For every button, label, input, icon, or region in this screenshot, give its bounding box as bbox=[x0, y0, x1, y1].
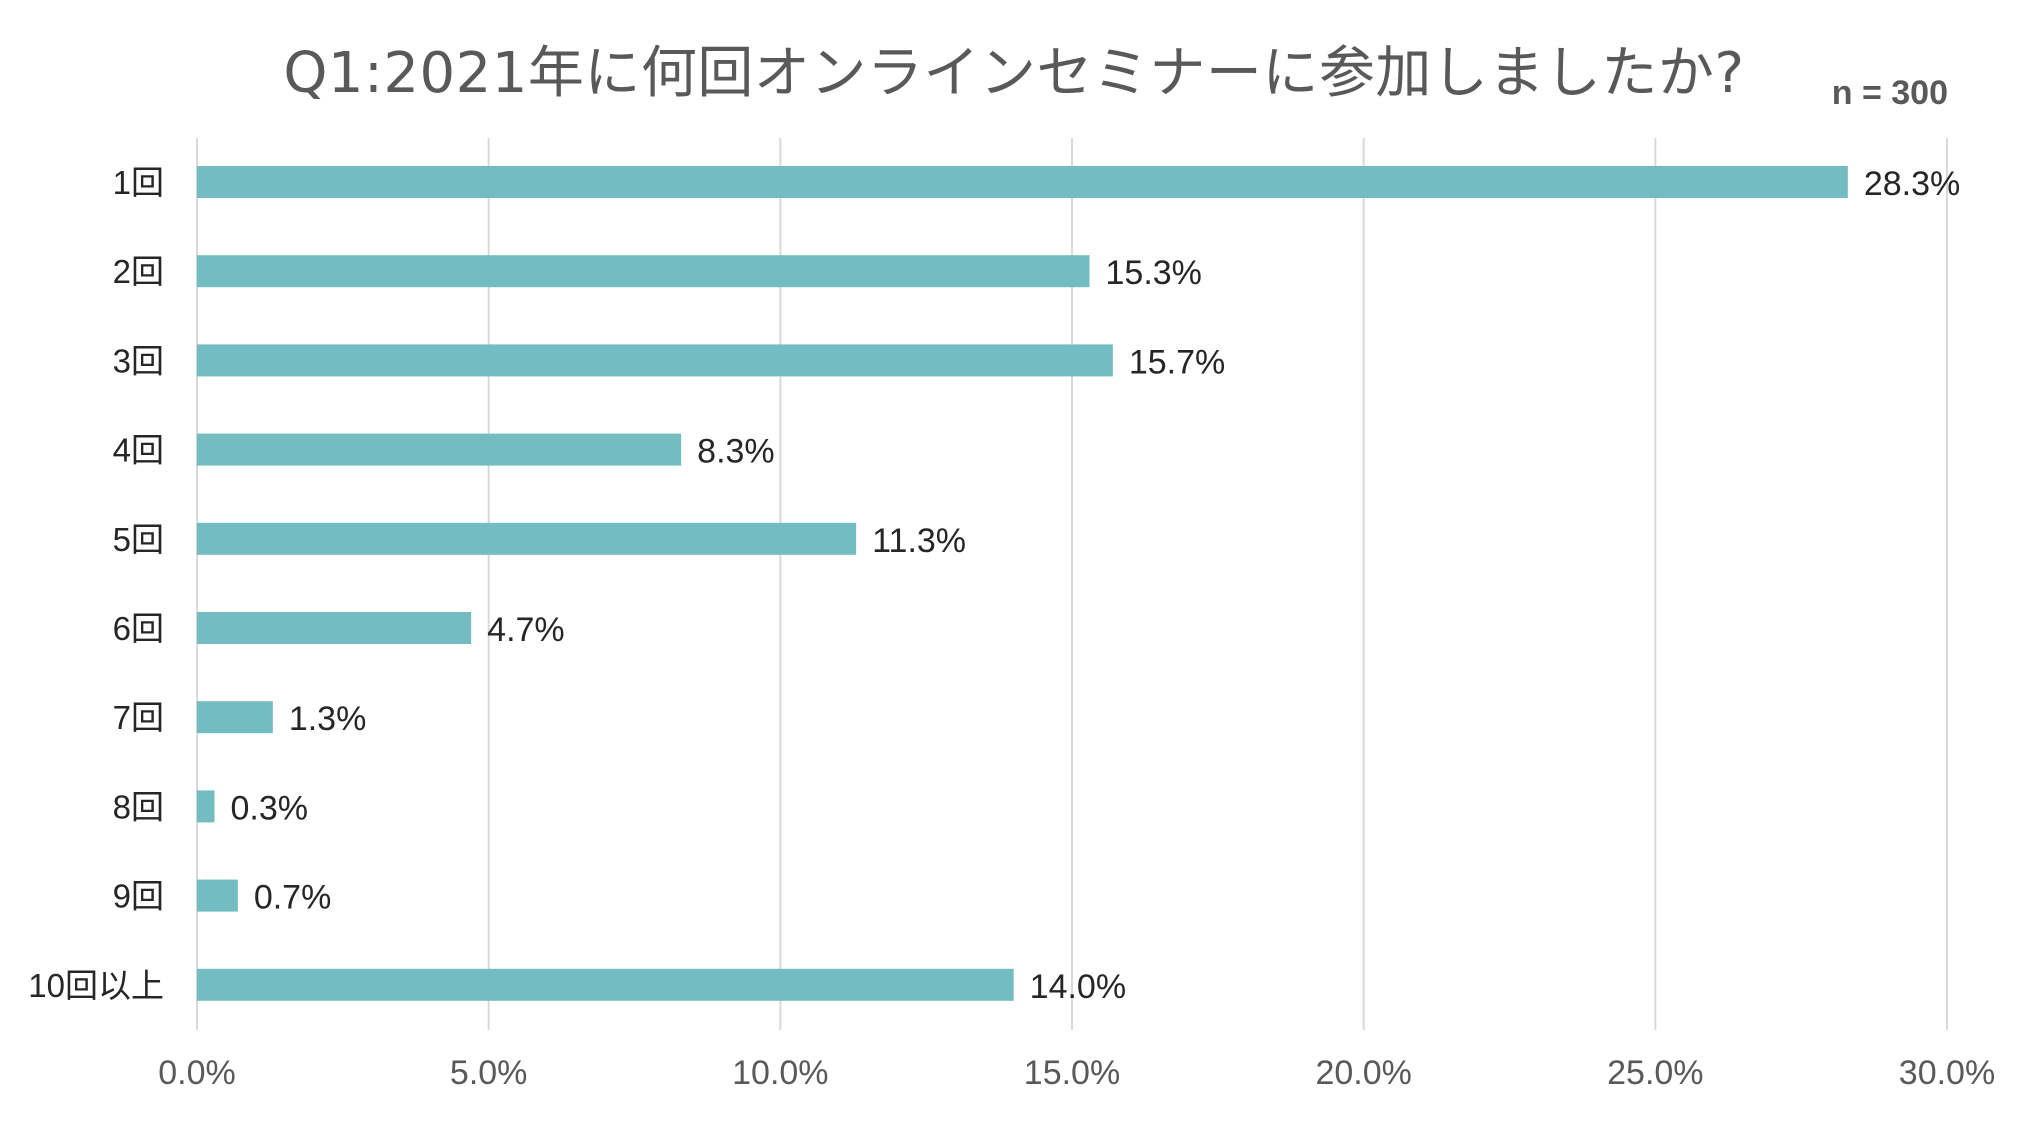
bar bbox=[197, 879, 238, 912]
bar bbox=[197, 522, 857, 555]
category-label: 6回 bbox=[113, 610, 164, 647]
x-tick-label: 0.0% bbox=[158, 1054, 236, 1092]
x-tick-label: 20.0% bbox=[1315, 1054, 1411, 1092]
x-tick-label: 25.0% bbox=[1607, 1054, 1703, 1092]
data-label: 0.7% bbox=[254, 879, 331, 917]
sample-size-note: n = 300 bbox=[1831, 74, 1948, 112]
bar bbox=[197, 255, 1090, 288]
data-label: 15.7% bbox=[1129, 343, 1225, 381]
x-tick-label: 5.0% bbox=[450, 1054, 528, 1092]
bar bbox=[197, 612, 472, 644]
data-label: 11.3% bbox=[872, 522, 966, 560]
bar bbox=[197, 701, 273, 734]
category-label: 3回 bbox=[113, 342, 164, 379]
bar bbox=[197, 433, 682, 466]
category-label: 2回 bbox=[113, 253, 164, 290]
category-label: 7回 bbox=[113, 699, 164, 736]
data-label: 15.3% bbox=[1106, 254, 1202, 292]
data-label: 0.3% bbox=[231, 789, 309, 827]
x-tick-label: 30.0% bbox=[1899, 1054, 1995, 1092]
data-label: 28.3% bbox=[1864, 165, 1960, 203]
category-label: 8回 bbox=[113, 788, 164, 825]
category-label: 9回 bbox=[113, 878, 164, 915]
data-label: 8.3% bbox=[697, 433, 775, 471]
category-label: 1回 bbox=[113, 164, 164, 201]
data-label: 14.0% bbox=[1030, 968, 1126, 1006]
x-tick-label: 10.0% bbox=[732, 1054, 828, 1092]
category-label: 5回 bbox=[113, 521, 164, 558]
category-label: 4回 bbox=[113, 432, 164, 469]
chart-title: Q1:2021年に何回オンラインセミナーに参加しましたか? bbox=[283, 41, 1745, 106]
bar bbox=[197, 790, 215, 823]
data-label: 4.7% bbox=[487, 611, 564, 649]
bar bbox=[197, 968, 1014, 1001]
x-tick-label: 15.0% bbox=[1024, 1054, 1120, 1092]
category-label: 10回以上 bbox=[28, 967, 164, 1004]
bar bbox=[197, 166, 1848, 198]
data-label: 1.3% bbox=[289, 700, 367, 738]
bar bbox=[197, 344, 1113, 377]
